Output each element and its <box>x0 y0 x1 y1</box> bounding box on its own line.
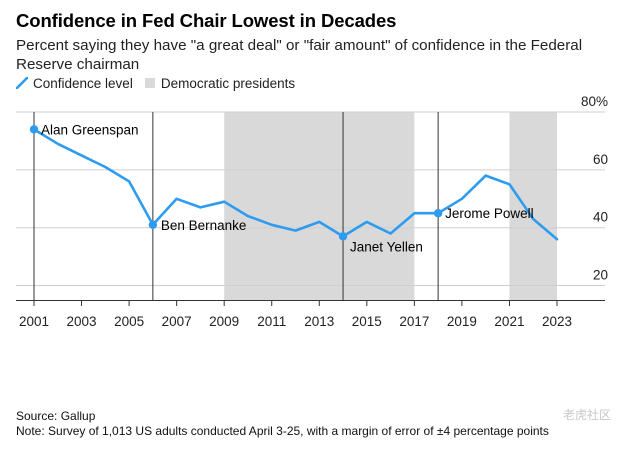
x-tick-label-5: 2011 <box>257 314 286 329</box>
chart-subtitle: Percent saying they have "a great deal" … <box>16 37 583 73</box>
y-tick-label-3: 80% <box>581 94 608 109</box>
y-tick-label-0: 20 <box>593 268 608 283</box>
chart-title: Confidence in Fed Chair Lowest in Decade… <box>16 10 397 31</box>
chair-marker-2 <box>338 232 348 241</box>
y-tick-label-1: 40 <box>593 210 608 225</box>
x-tick-label-4: 2009 <box>209 314 239 329</box>
x-tick-label-8: 2017 <box>399 314 429 329</box>
source-note: Source: Gallup <box>16 409 96 423</box>
x-tick-label-0: 2001 <box>19 314 49 329</box>
chair-marker-1 <box>148 220 158 229</box>
y-tick-label-2: 60 <box>593 152 608 167</box>
chair-label-2: Janet Yellen <box>350 239 423 254</box>
survey-note: Note: Survey of 1,013 US adults conducte… <box>16 423 549 438</box>
chair-marker-3 <box>433 209 443 218</box>
chair-label-0: Alan Greenspan <box>41 122 139 137</box>
legend-line-icon <box>16 77 28 89</box>
x-tick-label-1: 2003 <box>67 314 97 329</box>
x-tick-label-6: 2013 <box>304 314 334 329</box>
democratic-band-0 <box>224 112 415 300</box>
x-tick-label-3: 2007 <box>162 314 192 329</box>
legend-band-label: Democratic presidents <box>160 75 296 91</box>
chair-marker-0 <box>29 125 39 134</box>
x-tick-label-7: 2015 <box>352 314 382 329</box>
democratic-band-1 <box>509 112 557 300</box>
legend-item-band: Democratic presidents <box>144 75 296 91</box>
chair-label-3: Jerome Powell <box>445 206 534 221</box>
x-tick-label-10: 2021 <box>494 314 524 329</box>
legend: Confidence level Democratic presidents <box>16 74 307 92</box>
legend-line-label: Confidence level <box>33 75 133 91</box>
watermark: 老虎社区 <box>562 408 611 422</box>
x-tick-label-2: 2005 <box>114 314 144 329</box>
x-tick-label-11: 2023 <box>542 314 572 329</box>
legend-band-swatch <box>144 78 155 88</box>
legend-item-line: Confidence level <box>16 76 133 91</box>
series-line-confidence <box>32 128 559 241</box>
chart-footer: Source: Gallup Note: Survey of 1,013 US … <box>16 409 549 438</box>
x-tick-label-9: 2019 <box>447 314 477 329</box>
chair-label-1: Ben Bernanke <box>161 218 247 233</box>
